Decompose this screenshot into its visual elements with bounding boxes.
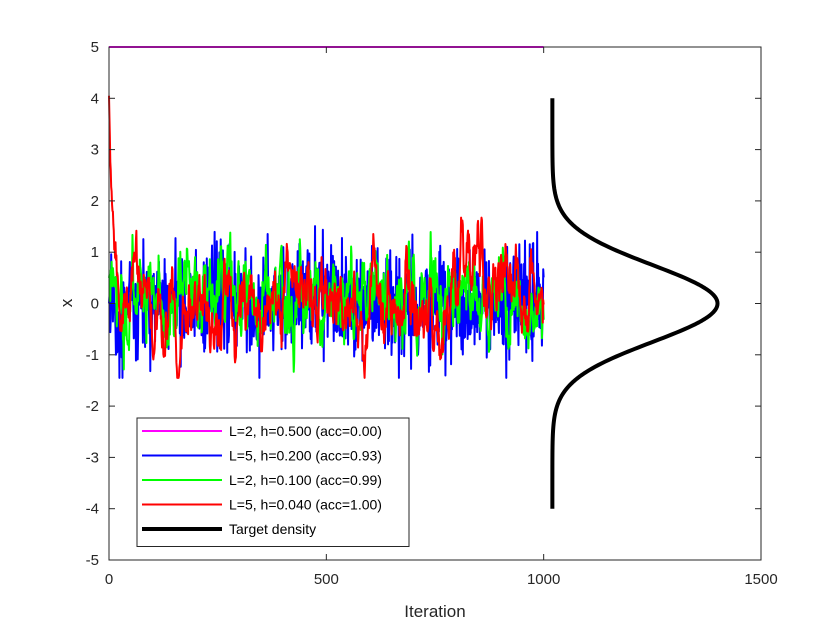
y-tick-label: 2 [91, 193, 99, 210]
y-tick-label: -1 [86, 347, 99, 364]
legend-label-1: L=2, h=0.500 (acc=0.00) [229, 423, 382, 439]
legend-label-4: L=5, h=0.040 (acc=1.00) [229, 497, 382, 513]
y-tick-label: -5 [86, 552, 99, 569]
x-tick-label: 1500 [744, 571, 777, 588]
y-tick-label: -2 [86, 398, 99, 415]
legend-label-5: Target density [229, 521, 316, 537]
y-tick-label: 5 [91, 39, 99, 56]
x-tick-label: 0 [105, 571, 113, 588]
y-axis-ticks: -5 -4 -3 -2 -1 0 1 2 3 4 5 [86, 39, 761, 569]
y-tick-label: -4 [86, 501, 99, 518]
y-axis-label: x [57, 298, 76, 307]
legend-label-3: L=2, h=0.100 (acc=0.99) [229, 472, 382, 488]
x-axis-label: Iteration [404, 602, 465, 621]
y-tick-label: -3 [86, 449, 99, 466]
x-tick-label: 500 [314, 571, 339, 588]
legend-label-2: L=5, h=0.200 (acc=0.93) [229, 448, 382, 464]
y-tick-label: 0 [91, 296, 99, 313]
x-tick-label: 1000 [527, 571, 560, 588]
x-axis-ticks: 0 500 1000 1500 [105, 47, 778, 588]
legend-box [136, 417, 410, 547]
target-density-curve [550, 98, 720, 509]
y-tick-label: 4 [91, 90, 99, 107]
y-tick-label: 1 [91, 244, 99, 261]
legend: L=2, h=0.500 (acc=0.00) L=5, h=0.200 (acc… [136, 417, 410, 547]
y-tick-label: 3 [91, 142, 99, 159]
density-layer [550, 98, 720, 509]
series-line-4 [108, 95, 545, 379]
